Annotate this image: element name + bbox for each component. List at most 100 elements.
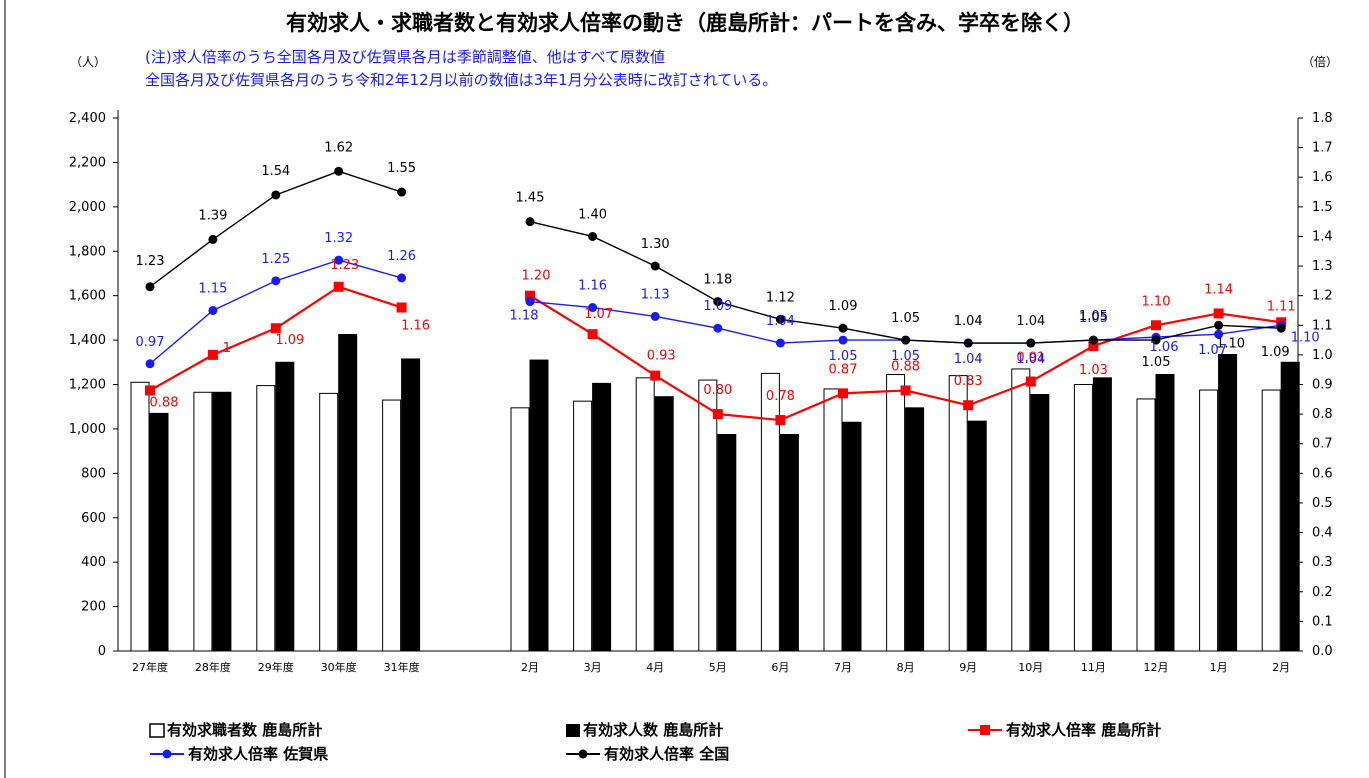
line-national-data-label: 1.04 <box>954 314 983 329</box>
x-tick-label: 12月 <box>1144 661 1169 674</box>
x-tick-label: 8月 <box>897 661 915 674</box>
line-national-data-label: 1.10 <box>1216 336 1245 351</box>
line-national-data-label: 1.45 <box>516 191 545 206</box>
line-national-marker <box>588 231 598 241</box>
line-kashima-marker <box>712 409 723 420</box>
line-saga-marker <box>208 305 218 315</box>
legend-swatch-square <box>980 725 990 735</box>
line-national-data-label: 1.55 <box>387 161 416 176</box>
right-tick-label: 1.6 <box>1312 170 1333 185</box>
line-kashima-data-label: 1.23 <box>330 258 359 273</box>
line-saga-data-label: 1.04 <box>766 314 795 329</box>
right-tick-label: 0.0 <box>1312 644 1333 659</box>
line-national-data-label: 1.09 <box>1261 345 1290 360</box>
bar-jobseekers <box>1261 389 1281 652</box>
bar-job-openings <box>654 396 674 652</box>
right-tick-label: 0.3 <box>1312 555 1333 570</box>
line-kashima-marker <box>1025 376 1036 387</box>
bar-job-openings <box>1030 393 1050 652</box>
line-kashima-marker <box>587 329 598 340</box>
line-saga-marker <box>713 323 723 333</box>
legend-swatch-job-openings <box>566 724 580 737</box>
line-saga-data-label: 1.18 <box>510 309 539 324</box>
x-tick-label: 30年度 <box>321 660 357 674</box>
line-national-marker <box>1026 338 1036 348</box>
line-national-data-label: 1.09 <box>829 299 858 314</box>
right-tick-label: 0.8 <box>1312 407 1333 422</box>
line-national-data-label: 1.30 <box>641 237 670 252</box>
bar-job-openings <box>401 358 421 652</box>
left-tick-label: 2,200 <box>69 155 106 170</box>
left-tick-label: 1,600 <box>69 289 106 304</box>
left-tick-label: 1,200 <box>69 378 106 393</box>
right-axis-unit: （倍） <box>1302 54 1338 69</box>
line-kashima-data-label: 0.93 <box>647 349 676 364</box>
bar-jobseekers <box>573 400 593 652</box>
bar-job-openings <box>212 391 232 652</box>
line-kashima-data-label: 1.03 <box>1079 363 1108 378</box>
right-tick-label: 1.4 <box>1312 229 1333 244</box>
note-line-2: 全国各月及び佐賀県各月のうち令和2年12月以前の数値は3年1月分公表時に改訂され… <box>145 71 777 89</box>
x-tick-label: 27年度 <box>132 660 168 674</box>
line-saga-data-label: 1.05 <box>891 349 920 364</box>
line-kashima-data-label: 0.78 <box>766 389 795 404</box>
bar-jobseekers <box>886 374 906 652</box>
line-kashima-data-label: 1.09 <box>275 333 304 348</box>
bar-job-openings <box>905 407 925 652</box>
line-kashima-data-label: 1.20 <box>522 269 551 284</box>
right-tick-label: 1.5 <box>1312 200 1333 215</box>
x-tick-label: 10月 <box>1018 661 1043 674</box>
bar-jobseekers <box>130 381 150 652</box>
legend-label: 有効求人倍率 全国 <box>604 745 729 763</box>
line-kashima-data-label: 0.83 <box>954 374 983 389</box>
line-kashima-data-label: 0.91 <box>1016 351 1045 366</box>
bar-layer <box>130 334 1300 652</box>
line-saga-data-label: 1.26 <box>387 249 416 264</box>
right-tick-label: 0.2 <box>1312 585 1333 600</box>
line-kashima-data-label: 0.80 <box>703 383 732 398</box>
legend-swatch-circle <box>578 749 588 759</box>
left-tick-label: 400 <box>81 555 106 570</box>
line-kashima-data-label: 1.10 <box>1142 294 1171 309</box>
line-national-data-label: 1.39 <box>198 208 227 223</box>
line-saga-data-label: 1.16 <box>578 279 607 294</box>
legend-swatch-jobseekers <box>149 723 165 738</box>
line-saga-data-label: 1.32 <box>324 231 353 246</box>
line-layer <box>145 166 1287 426</box>
line-saga-marker <box>397 273 407 283</box>
left-tick-label: 2,400 <box>69 111 106 126</box>
x-tick-label: 28年度 <box>195 660 231 674</box>
line-saga-data-label: 1.25 <box>261 252 290 267</box>
right-tick-label: 0.1 <box>1312 614 1333 629</box>
left-tick-label: 600 <box>81 511 106 526</box>
legend-label: 有効求職者数 鹿島所計 <box>167 721 322 739</box>
legend-swatch-circle <box>162 749 172 759</box>
line-kashima-marker <box>1088 341 1099 352</box>
bar-jobseekers <box>948 375 968 652</box>
line-saga-marker <box>145 359 155 369</box>
x-tick-label: 5月 <box>709 661 727 674</box>
bar-jobseekers <box>382 399 402 652</box>
line-saga-data-label: 1.15 <box>198 281 227 296</box>
line-saga-marker <box>525 297 535 307</box>
line-saga-marker <box>1214 329 1224 339</box>
line-kashima-data-label: 1 <box>223 341 231 356</box>
line-kashima-marker <box>900 385 911 396</box>
line-national-data-label: 1.18 <box>703 273 732 288</box>
x-tick-label: 4月 <box>646 661 664 674</box>
bar-jobseekers <box>319 392 339 652</box>
line-kashima-marker <box>207 349 218 360</box>
line-national-data-label: 1.04 <box>1016 314 1045 329</box>
left-axis-unit: （人） <box>70 55 106 69</box>
line-national-data-label: 1.05 <box>1142 355 1171 370</box>
line-national-marker <box>208 234 218 244</box>
left-tick-label: 800 <box>81 466 106 481</box>
line-national-marker <box>334 166 344 176</box>
bar-jobseekers <box>510 407 530 652</box>
line-national-marker <box>1276 323 1286 333</box>
bar-job-openings <box>1218 354 1238 652</box>
bar-job-openings <box>275 361 295 652</box>
right-tick-label: 0.5 <box>1312 496 1333 511</box>
line-kashima-data-label: 0.88 <box>150 395 179 410</box>
data-label-layer: 0.88 1 1.09 1.23 1.16 1.20 1.07 0.93 0.80 0.78 0.8… <box>136 140 1320 410</box>
